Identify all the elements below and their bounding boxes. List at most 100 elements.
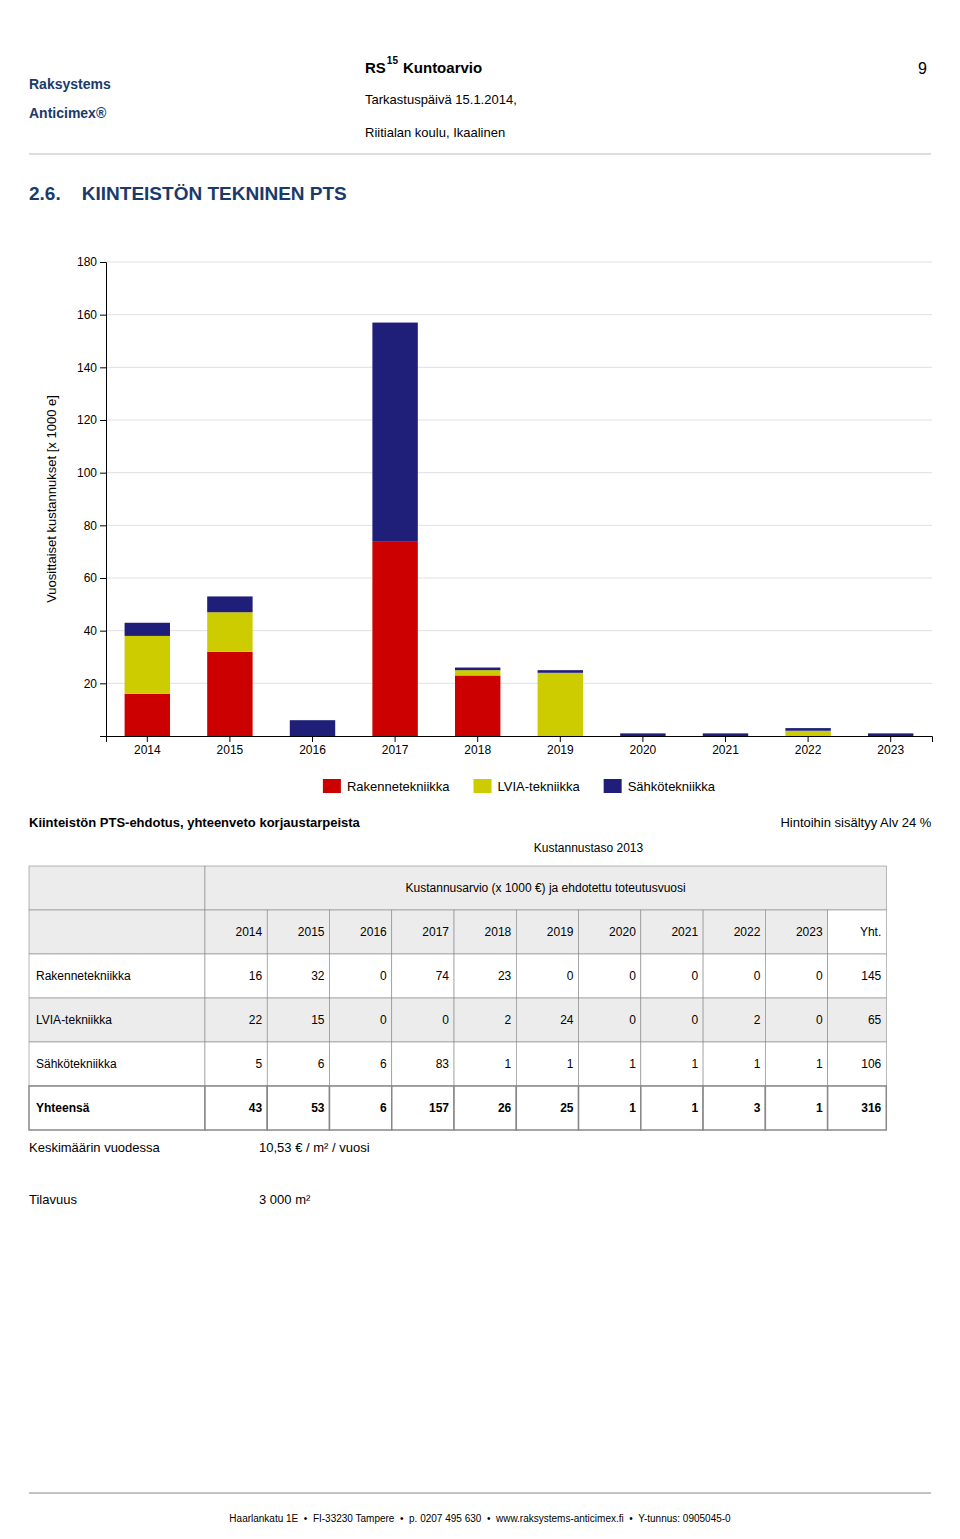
- summary-label: Keskimäärin vuodessa: [29, 1140, 161, 1155]
- tick-mark: [147, 736, 148, 742]
- table-cell: [392, 1042, 454, 1086]
- summary-value: 3 000 m²: [259, 1192, 311, 1207]
- table-cell: [703, 1042, 765, 1086]
- table-total-value: 6: [380, 1101, 387, 1115]
- table-value: 0: [816, 1013, 823, 1027]
- legend-swatch: [604, 779, 622, 793]
- bar: [868, 733, 913, 736]
- table-cell: [329, 954, 391, 998]
- legend-label: Rakennetekniikka: [347, 779, 450, 794]
- tick-label: 2017: [382, 743, 409, 757]
- table-cell: [828, 998, 887, 1042]
- tick: 2021: [712, 736, 739, 757]
- tick: 60: [84, 571, 106, 585]
- table-cell: [205, 1086, 267, 1130]
- tick: 2019: [547, 736, 574, 757]
- table-cell: [641, 1042, 703, 1086]
- table-cell: [579, 1042, 641, 1086]
- bar: [125, 694, 170, 736]
- table-cell: [392, 910, 454, 954]
- tick: 2015: [217, 736, 244, 757]
- y-axis: 20406080100120140160180: [77, 255, 107, 736]
- summary-label: Tilavuus: [29, 1192, 77, 1207]
- table-cell: [392, 998, 454, 1042]
- table-column-header: Kustannusarvio (x 1000 €) ja ehdotettu t…: [406, 881, 686, 895]
- table-cell: [703, 954, 765, 998]
- tick: 100: [77, 466, 106, 480]
- tick: 140: [77, 361, 106, 375]
- table-cell: [828, 1042, 887, 1086]
- tick: 160: [77, 308, 106, 322]
- grid-line: [106, 420, 932, 421]
- table-value: 1: [816, 1057, 823, 1071]
- tick-mark: [100, 420, 106, 421]
- table-value: 83: [436, 1057, 450, 1071]
- bar: [455, 670, 500, 675]
- table-value: 145: [861, 969, 881, 983]
- bar: [620, 733, 665, 736]
- table-column-label: 2020: [609, 925, 636, 939]
- axis-line: [100, 263, 107, 737]
- table-value: 0: [816, 969, 823, 983]
- table-column-label: 2023: [796, 925, 823, 939]
- table-value: 0: [754, 969, 761, 983]
- table-subtitle: Kustannustaso 2013: [534, 841, 644, 855]
- grid-line: [106, 314, 932, 315]
- tick-mark: [642, 736, 643, 742]
- table-cell: [392, 954, 454, 998]
- table-cell: [516, 910, 578, 954]
- table-value: 0: [380, 969, 387, 983]
- tick-mark: [100, 315, 106, 316]
- legend-label: Sähkötekniikka: [628, 779, 716, 794]
- table-cell: [454, 1042, 516, 1086]
- table-cell: [267, 1042, 329, 1086]
- bar: [538, 670, 583, 673]
- tick-label: 2019: [547, 743, 574, 757]
- bar: [207, 596, 252, 612]
- tick: 2014: [134, 736, 161, 757]
- table-cell: [29, 954, 205, 998]
- table-cell: [29, 1042, 205, 1086]
- table-cell: [267, 998, 329, 1042]
- tick: 2018: [464, 736, 491, 757]
- table-cell: [703, 998, 765, 1042]
- tick-mark: [395, 736, 396, 742]
- tick: 80: [84, 519, 106, 533]
- tick-label: 60: [84, 571, 98, 585]
- header-rule: [29, 154, 931, 155]
- table-cell: [205, 910, 267, 954]
- tick-label: 180: [77, 255, 97, 269]
- header-date: Tarkastuspäivä 15.1.2014,: [365, 92, 517, 107]
- grid-line: [106, 262, 932, 263]
- tick: 120: [77, 413, 106, 427]
- tick-mark: [560, 736, 561, 742]
- tick: 2023: [877, 736, 904, 757]
- tick-mark: [229, 736, 230, 742]
- table-value: 0: [629, 1013, 636, 1027]
- tick-mark: [725, 736, 726, 742]
- table-cell: [29, 866, 205, 910]
- table-total-value: 157: [429, 1101, 449, 1115]
- table-cell: [516, 998, 578, 1042]
- table-column-label: 2018: [485, 925, 512, 939]
- grid: [106, 262, 932, 683]
- table-cell: [267, 1086, 329, 1130]
- table-cell: [828, 1086, 887, 1130]
- tick-label: 2018: [464, 743, 491, 757]
- table-row-label: Rakennetekniikka: [36, 969, 131, 983]
- table-cell: [765, 998, 827, 1042]
- table-cell: [329, 910, 391, 954]
- table-cell: [765, 910, 827, 954]
- report-code: RS: [365, 59, 386, 76]
- table-total-value: 1: [816, 1101, 823, 1115]
- tick-label: 80: [84, 519, 98, 533]
- legend-swatch: [474, 779, 492, 793]
- table-value: 2: [754, 1013, 761, 1027]
- table-value: 1: [754, 1057, 761, 1071]
- legend-item: Rakennetekniikka: [323, 779, 450, 794]
- table-total-value: 1: [629, 1101, 636, 1115]
- table-cell: [29, 998, 205, 1042]
- table-value: 2: [505, 1013, 512, 1027]
- bar: [455, 668, 500, 671]
- chart-title: 2.6. KIINTEISTÖN TEKNINEN PTS: [29, 183, 347, 204]
